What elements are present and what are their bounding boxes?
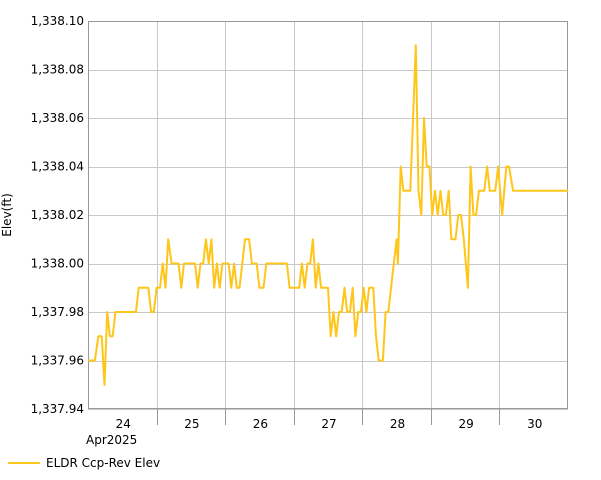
x-tick-label: 27	[321, 417, 336, 431]
y-tick-label: 1,338.08	[31, 63, 84, 77]
y-tick-label: 1,338.02	[31, 208, 84, 222]
legend-swatch	[8, 462, 40, 464]
y-tick-label: 1,337.98	[31, 305, 84, 319]
plot-border	[88, 21, 568, 409]
y-tick-label: 1,338.10	[31, 14, 84, 28]
y-tick-label: 1,338.06	[31, 111, 84, 125]
x-tick-label: 24	[116, 417, 131, 431]
y-axis-title: Elev(ft)	[0, 193, 14, 236]
legend-label: ELDR Ccp-Rev Elev	[46, 456, 161, 470]
x-tick-label: 25	[184, 417, 199, 431]
y-tick-label: 1,337.94	[31, 402, 84, 416]
y-tick-label: 1,337.96	[31, 354, 84, 368]
x-tick-label: 28	[390, 417, 405, 431]
legend: ELDR Ccp-Rev Elev	[8, 456, 160, 470]
x-tick-label: 30	[527, 417, 542, 431]
series-line-eldr-elev	[88, 44, 568, 386]
x-tick-label: 26	[253, 417, 268, 431]
x-month-label: Apr2025	[86, 433, 137, 447]
y-tick-label: 1,338.04	[31, 160, 84, 174]
y-tick-label: 1,338.00	[31, 257, 84, 271]
x-tick-label: 29	[459, 417, 474, 431]
